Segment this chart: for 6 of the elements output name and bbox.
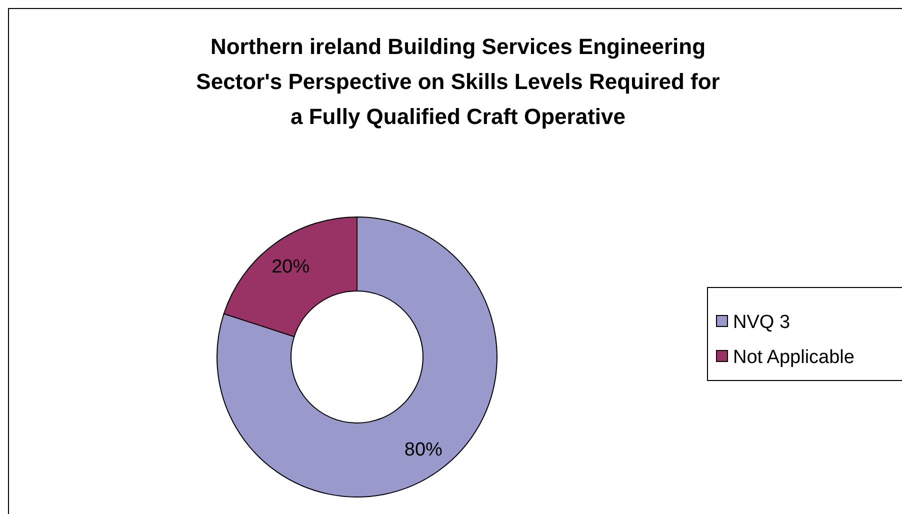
- data-label: 20%: [272, 256, 310, 278]
- data-label: 80%: [404, 439, 443, 460]
- chart-title: Northern ireland Building Services Engineering Sector's Perspective on Skills Levels Required for a Fully Qualified Craft Operative: [196, 34, 720, 129]
- donut-slice: [216, 216, 498, 498]
- legend-label: NVQ 3: [733, 312, 790, 333]
- legend-label: Not Applicable: [733, 347, 854, 368]
